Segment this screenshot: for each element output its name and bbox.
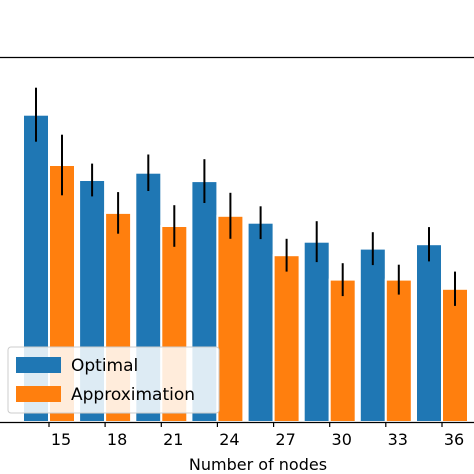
error-bars-layer: [35, 87, 456, 306]
x-tick-label-33: 33: [388, 430, 408, 449]
bar-approximation-24: [216, 214, 245, 423]
x-tick-label-36: 36: [444, 430, 464, 449]
bar-approximation-33: [384, 278, 413, 423]
legend-label-optimal: Optimal: [71, 356, 138, 376]
x-tick-label-15: 15: [51, 430, 71, 449]
legend-swatch-optimal: [16, 357, 61, 373]
x-tick-label-30: 30: [332, 430, 352, 449]
bar-optimal-27: [246, 221, 275, 423]
legend-label-approximation: Approximation: [71, 385, 195, 405]
x-tick-label-27: 27: [275, 430, 295, 449]
bar-optimal-30: [302, 240, 331, 423]
bar-optimal-33: [358, 247, 387, 423]
x-tick-label-18: 18: [107, 430, 127, 449]
legend: Optimal Approximation: [7, 346, 220, 414]
legend-swatch-approximation: [16, 386, 61, 402]
bar-optimal-36: [415, 243, 443, 423]
x-tick-label-24: 24: [219, 430, 239, 449]
bar-approximation-27: [272, 254, 301, 423]
x-ticks-layer: 15 18 21 24 27 30 33 36: [48, 422, 464, 449]
x-axis-label: Number of nodes: [189, 455, 327, 474]
bar-approximation-30: [328, 278, 357, 423]
bar-approximation-36: [441, 287, 469, 423]
x-tick-label-21: 21: [163, 430, 183, 449]
